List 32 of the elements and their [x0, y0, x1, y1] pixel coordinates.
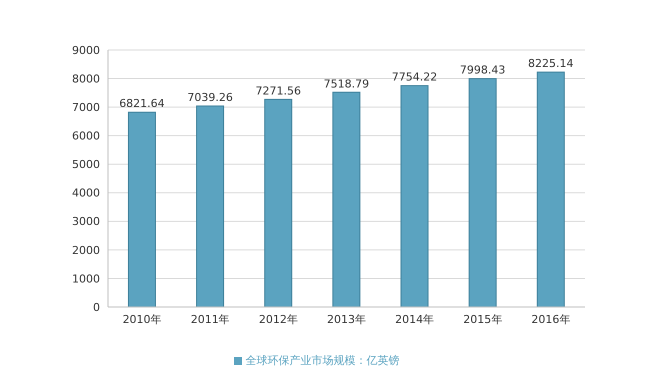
x-tick-label: 2015年 [463, 312, 502, 326]
y-tick-label: 1000 [72, 272, 100, 286]
y-tick-label: 3000 [72, 215, 100, 228]
x-tick-label: 2016年 [531, 312, 570, 326]
y-tick-label: 2000 [72, 244, 100, 257]
data-label: 8225.14 [528, 57, 574, 70]
x-tick-label: 2013年 [327, 312, 366, 326]
bar [128, 112, 156, 307]
bar [400, 85, 429, 307]
data-label: 7754.22 [392, 70, 438, 84]
data-label: 7998.43 [460, 64, 506, 77]
y-tick-label: 7000 [72, 101, 100, 114]
x-tick-label: 2014年 [395, 312, 434, 326]
bar [196, 105, 224, 307]
data-label: 7039.26 [187, 90, 233, 104]
data-label: 6821.64 [119, 97, 165, 110]
y-tick-label: 4000 [72, 186, 100, 200]
data-label: 7518.79 [324, 77, 370, 90]
data-label: 7271.56 [255, 84, 301, 98]
legend-label: 全球环保产业市场规模：亿英镑 [246, 354, 400, 367]
bar [536, 72, 565, 307]
y-tick-label: 6000 [72, 130, 100, 143]
bar [264, 98, 292, 307]
x-tick-label: 2011年 [190, 312, 230, 326]
bar [332, 92, 360, 307]
y-tick-label: 5000 [72, 158, 100, 172]
x-tick-label: 2010年 [122, 312, 162, 326]
bar [468, 78, 497, 307]
y-tick-label: 9000 [72, 44, 100, 57]
y-tick-label: 0 [93, 300, 100, 314]
x-tick-label: 2012年 [258, 312, 298, 326]
y-tick-label: 8000 [72, 72, 100, 86]
